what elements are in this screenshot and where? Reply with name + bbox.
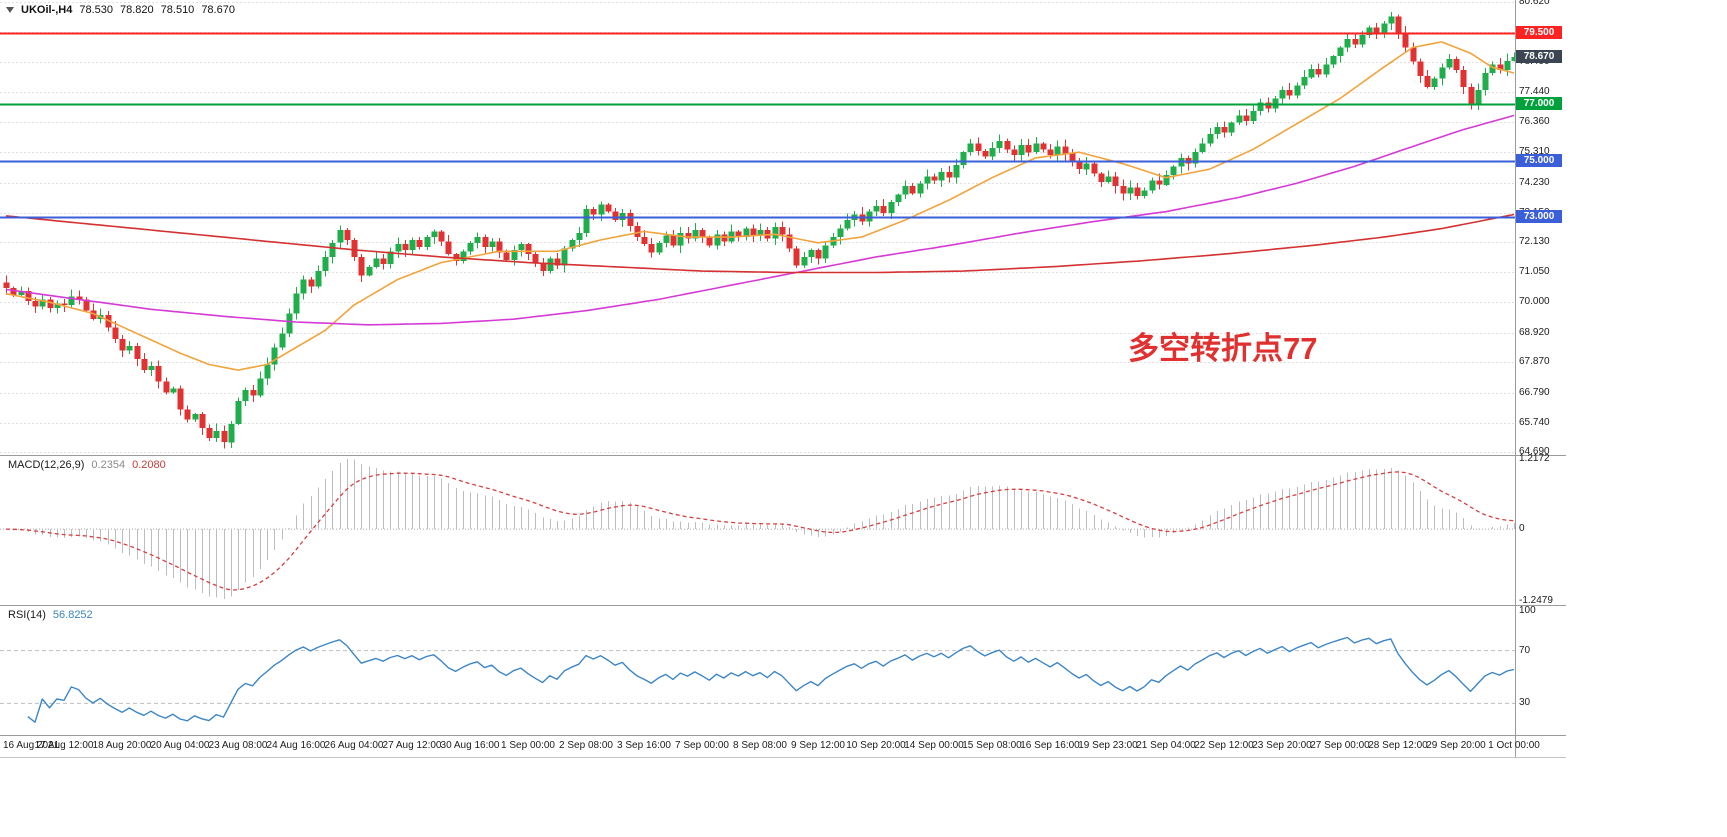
candles-layer: [3, 11, 1515, 449]
time-axis-label: 28 Sep 12:00: [1368, 740, 1428, 751]
price-chart-canvas[interactable]: [0, 0, 1515, 455]
time-axis-label: 27 Sep 00:00: [1310, 740, 1370, 751]
macd-main-value: 0.2354: [91, 459, 126, 471]
chart-annotation: 多空转折点77: [1128, 331, 1318, 366]
price-axis-label: 65.740: [1519, 417, 1550, 428]
price-axis-label: 64.690: [1519, 446, 1550, 457]
macd-histogram: [13, 459, 1515, 599]
time-axis-label: 26 Aug 04:00: [324, 740, 384, 751]
price-axis-label: 76.360: [1519, 116, 1550, 127]
rsi-value: 56.8252: [52, 609, 93, 621]
hline-price-badge: 77.000: [1516, 97, 1562, 110]
time-axis-label: 10 Sep 20:00: [846, 740, 906, 751]
price-axis-label: 67.870: [1519, 356, 1550, 367]
time-axis-label: 18 Aug 20:00: [92, 740, 152, 751]
rsi-axis-label: 30: [1519, 697, 1531, 708]
time-axis-label: 7 Sep 00:00: [675, 740, 729, 751]
macd-name: MACD(12,26,9): [8, 459, 85, 471]
time-axis-label: 2 Sep 08:00: [559, 740, 613, 751]
hline-price-badge: 79.500: [1516, 26, 1562, 39]
time-axis-label: 16 Aug 2021: [3, 740, 60, 751]
time-axis-label: 1 Sep 00:00: [501, 740, 555, 751]
time-axis-label: 29 Sep 20:00: [1426, 740, 1486, 751]
time-axis-label: 1 Oct 00:00: [1488, 740, 1540, 751]
time-axis-label: 17 Aug 12:00: [34, 740, 94, 751]
price-axis-border: [1515, 0, 1516, 757]
price-axis-label: 78.490: [1519, 56, 1550, 67]
time-axis-label: 24 Aug 16:00: [266, 740, 326, 751]
price-axis-label: 66.790: [1519, 387, 1550, 398]
price-axis-label: 71.050: [1519, 266, 1550, 277]
time-axis-label: 23 Aug 08:00: [208, 740, 268, 751]
price-axis-label: 74.230: [1519, 177, 1550, 188]
rsi-canvas[interactable]: [0, 605, 1515, 735]
time-axis-label: 9 Sep 12:00: [791, 740, 845, 751]
close-value: 78.670: [201, 4, 235, 16]
time-axis-label: 20 Aug 04:00: [150, 740, 210, 751]
price-axis-label: 77.440: [1519, 86, 1550, 97]
macd-signal-line: [5, 471, 1515, 591]
macd-panel-separator[interactable]: [0, 455, 1566, 456]
price-axis-label: 72.130: [1519, 236, 1550, 247]
price-axis-label: 68.920: [1519, 327, 1550, 338]
macd-canvas[interactable]: [0, 455, 1515, 605]
time-axis-label: 8 Sep 08:00: [733, 740, 787, 751]
time-axis-separator: [0, 735, 1566, 736]
ma-line-mid-magenta: [5, 114, 1515, 326]
rsi-indicator-label: RSI(14) 56.8252: [8, 609, 93, 621]
time-axis-label: 23 Sep 20:00: [1252, 740, 1312, 751]
window-bottom-edge: [0, 757, 1566, 758]
current-price-badge: 78.670: [1516, 50, 1562, 63]
hline-price-badge: 73.000: [1516, 210, 1562, 223]
price-axis-label: 80.620: [1519, 0, 1550, 7]
time-axis-label: 30 Aug 16:00: [440, 740, 500, 751]
time-axis-label: 3 Sep 16:00: [617, 740, 671, 751]
chart-symbol-ohlc: UKOil-,H4 78.530 78.820 78.510 78.670: [6, 4, 235, 16]
time-axis-label: 16 Sep 16:00: [1020, 740, 1080, 751]
open-value: 78.530: [79, 4, 113, 16]
price-axis-label: 73.150: [1519, 207, 1550, 218]
symbol-marker-icon: [6, 7, 14, 13]
macd-indicator-label: MACD(12,26,9) 0.2354 0.2080: [8, 459, 166, 471]
rsi-panel-separator[interactable]: [0, 605, 1566, 606]
ma-line-slow-red: [5, 213, 1515, 274]
time-axis-label: 14 Sep 00:00: [904, 740, 964, 751]
time-axis-label: 21 Sep 04:00: [1136, 740, 1196, 751]
macd-axis-label: 0: [1519, 523, 1525, 534]
price-axis-label: 79.550: [1519, 26, 1550, 37]
ma-line-fast-orange: [5, 41, 1515, 371]
high-value: 78.820: [120, 4, 154, 16]
time-axis-label: 19 Sep 23:00: [1078, 740, 1138, 751]
price-axis-label: 70.000: [1519, 296, 1550, 307]
rsi-line: [27, 636, 1515, 723]
rsi-name: RSI(14): [8, 609, 46, 621]
price-axis-label: 75.310: [1519, 146, 1550, 157]
low-value: 78.510: [160, 4, 195, 16]
hline-price-badge: 75.000: [1516, 154, 1562, 167]
macd-signal-value: 0.2080: [132, 459, 166, 471]
time-axis-label: 27 Aug 12:00: [382, 740, 442, 751]
time-axis-label: 15 Sep 08:00: [962, 740, 1022, 751]
time-axis-label: 22 Sep 12:00: [1194, 740, 1254, 751]
rsi-axis-label: 70: [1519, 645, 1531, 656]
symbol-label: UKOil-,H4: [21, 4, 73, 16]
rsi-axis-label: 100: [1519, 605, 1536, 616]
